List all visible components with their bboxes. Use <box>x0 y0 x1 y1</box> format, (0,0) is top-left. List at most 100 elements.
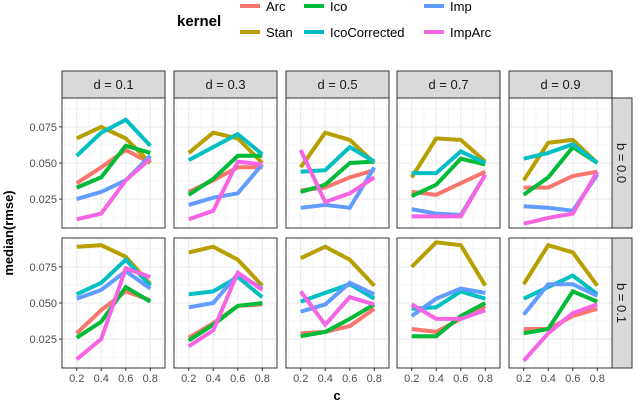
facet-panel <box>173 97 278 229</box>
y-axis-label: median(rmse) <box>1 190 16 275</box>
series-line-imparc <box>523 170 600 226</box>
x-tick-label: 0.4 <box>318 373 333 385</box>
facet-strip-d <box>173 70 278 99</box>
series-line-imparc <box>76 157 152 222</box>
series-line-imp <box>522 282 599 316</box>
facet-strip-label: d = 0.1 <box>93 77 133 92</box>
facet-panel: 0.2 0.4 0.6 0.8 <box>173 237 278 385</box>
x-tick-label: 0.2 <box>293 373 308 385</box>
series-line-imp <box>410 286 486 318</box>
facet-strip-label: b = 0.1 <box>614 283 629 323</box>
y-tick-label: 0.050 <box>29 298 57 310</box>
facet-panel: 0.2 0.4 0.6 0.8 <box>396 237 501 385</box>
x-tick-label: 0.2 <box>181 373 196 385</box>
panel-border <box>508 237 613 369</box>
series-line-imparc <box>410 302 486 321</box>
y-tick-label: 0.075 <box>29 122 57 134</box>
series-line-icocorrected <box>300 144 376 174</box>
legend-label-imparc: ImpArc <box>450 25 492 40</box>
series-line-imp <box>188 163 264 207</box>
legend-label-arc: Arc <box>266 0 286 14</box>
x-tick-label: 0.8 <box>367 373 382 385</box>
facet-strip-label: d = 0.9 <box>540 77 580 92</box>
facet-panel: 0.025 0.050 0.075 0.2 0.4 0.6 0.8 <box>29 237 166 385</box>
series-line-stan <box>299 244 376 288</box>
series-line-icocorrected <box>522 273 599 301</box>
panel-border <box>173 97 278 229</box>
series-line-ico <box>300 159 375 194</box>
series-line-imparc <box>522 302 598 363</box>
series-line-stan <box>522 242 599 287</box>
x-tick-label: 0.6 <box>118 373 133 385</box>
x-tick-label: 0.6 <box>342 373 357 385</box>
facet-panel: 0.2 0.4 0.6 0.8 <box>508 237 613 385</box>
series-line-imparc <box>75 265 151 361</box>
x-tick-label: 0.4 <box>206 373 221 385</box>
legend-label-ico: Ico <box>330 0 347 14</box>
legend-label-imp: Imp <box>450 0 472 14</box>
x-tick-label: 0.8 <box>143 373 158 385</box>
series-line-imparc <box>187 269 264 348</box>
facet-strip-label: b = 0.0 <box>614 143 629 183</box>
facet-panel: 0.2 0.4 0.6 0.8 <box>285 237 390 385</box>
series-line-icocorrected <box>188 274 264 299</box>
series-line-ico <box>187 301 263 343</box>
panel-border <box>396 237 501 369</box>
series-line-imparc <box>299 290 375 328</box>
series-line-stan <box>188 244 264 288</box>
series-line-arc <box>411 169 487 197</box>
x-tick-label: 0.8 <box>255 373 270 385</box>
series-line-imparc <box>411 173 488 219</box>
x-tick-label: 0.2 <box>69 373 84 385</box>
facet-strip-label: d = 0.7 <box>428 77 468 92</box>
x-tick-label: 0.2 <box>404 373 419 385</box>
series-line-imp <box>76 268 152 301</box>
facet-panel: 0.025 0.050 0.075 <box>29 97 166 229</box>
x-tick-label: 0.6 <box>230 373 245 385</box>
panel-border <box>285 97 390 229</box>
facet-panel <box>396 97 501 229</box>
x-tick-label: 0.8 <box>478 373 493 385</box>
series-line-icocorrected <box>300 282 376 304</box>
legend-label-icocorrected: IcoCorrected <box>330 25 404 40</box>
legend: Arc Stan Ico IcoCorrected Imp ImpArc <box>240 0 492 40</box>
facet-panel <box>508 97 613 229</box>
facet-strip-d <box>508 70 613 99</box>
x-axis-label: c <box>333 388 340 403</box>
facet-strip-d <box>396 70 501 99</box>
series-line-icocorrected <box>187 131 264 162</box>
series-line-ico <box>411 301 487 339</box>
series-line-ico <box>187 153 263 197</box>
x-tick-label: 0.4 <box>94 373 109 385</box>
x-tick-label: 0.4 <box>541 373 556 385</box>
series-line-icocorrected <box>523 141 599 165</box>
series-line-stan <box>410 136 487 179</box>
series-line-ico <box>75 143 151 190</box>
series-line-stan <box>410 240 488 287</box>
legend-title: kernel <box>177 13 221 30</box>
facet-panels: d = 0.1 d = 0.3 d = 0.5 d = 0.7 d = 0.9 b = 0… <box>29 70 633 385</box>
panel-border <box>508 97 613 229</box>
panel-border <box>285 237 390 369</box>
series-line-imparc <box>298 149 376 205</box>
y-tick-label: 0.050 <box>29 158 57 170</box>
series-line-ico <box>410 156 486 199</box>
facet-strip-d <box>285 70 390 99</box>
facet-strip-label: d = 0.3 <box>205 77 245 92</box>
x-tick-label: 0.2 <box>516 373 531 385</box>
y-tick-label: 0.075 <box>29 262 57 274</box>
x-tick-label: 0.4 <box>429 373 444 385</box>
legend-label-stan: Stan <box>266 25 293 40</box>
facet-panel <box>285 97 390 229</box>
facet-strip-label: d = 0.5 <box>317 77 357 92</box>
x-tick-label: 0.6 <box>453 373 468 385</box>
series-line-imparc <box>188 159 263 222</box>
y-tick-label: 0.025 <box>29 334 57 346</box>
series-line-icocorrected <box>411 149 487 176</box>
y-tick-label: 0.025 <box>29 194 57 206</box>
series-line-stan <box>299 130 376 169</box>
x-tick-label: 0.8 <box>590 373 605 385</box>
series-line-ico <box>300 302 376 339</box>
